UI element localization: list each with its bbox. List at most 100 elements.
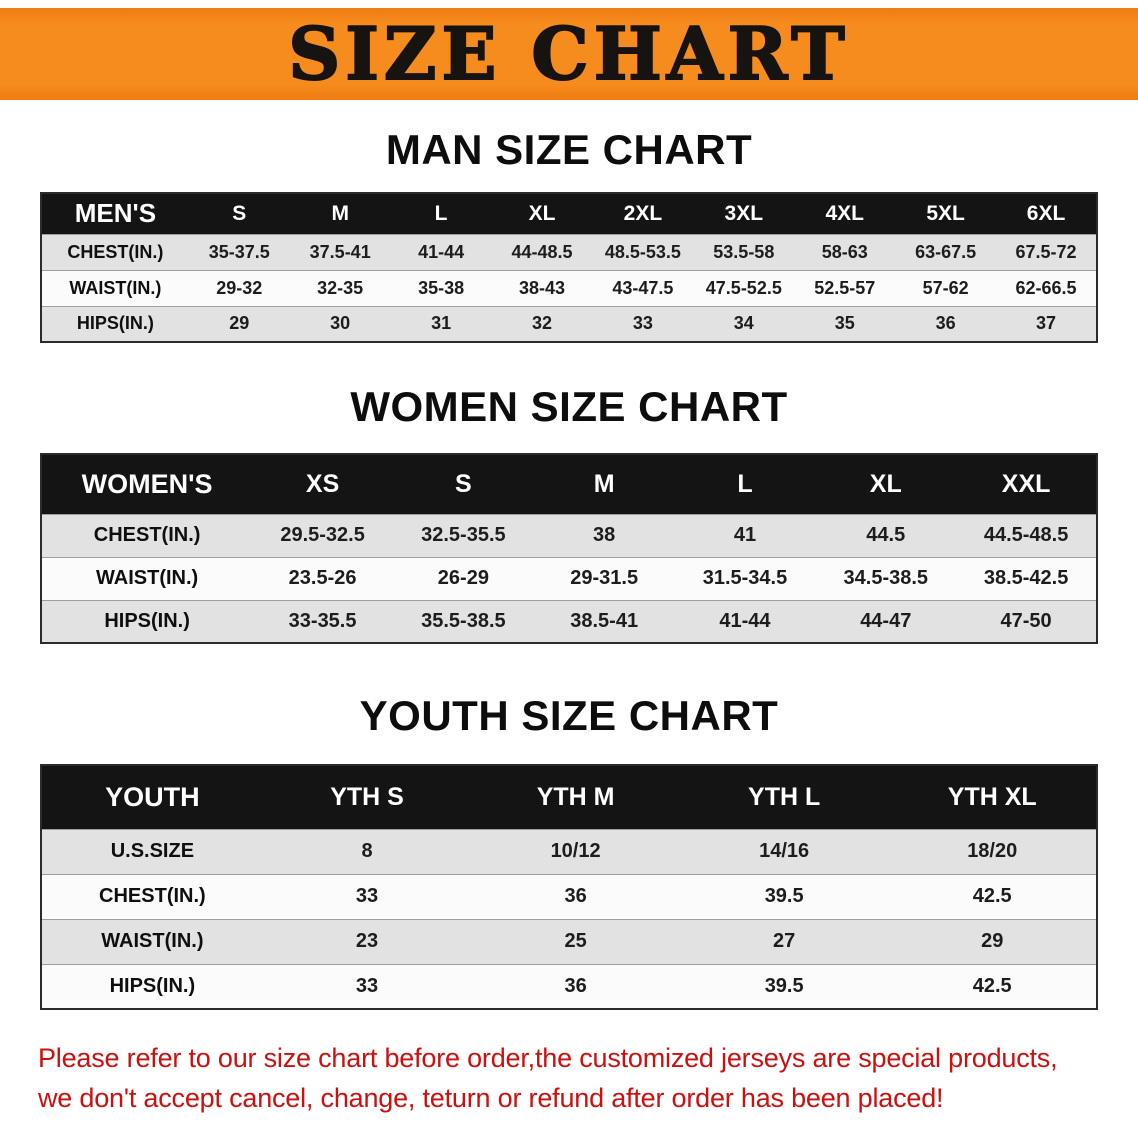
size-header-cell: S [188,193,290,234]
men-section: MAN SIZE CHART MEN'S S M L XL 2XL 3XL 4XL 5XL 6XL… [0,126,1138,343]
value-cell: 48.5-53.5 [592,233,694,270]
size-header-cell: YTH M [471,765,680,829]
value-cell: 33 [262,873,472,919]
value-cell: 41 [674,513,816,557]
value-cell: 31 [390,305,492,342]
women-heading: WOMEN SIZE CHART [350,383,788,430]
value-cell: 29-32 [188,269,290,306]
value-cell: 35 [794,305,896,342]
value-cell: 47-50 [956,599,1097,643]
table-row: HIPS(IN.) 29 30 31 32 33 34 35 36 37 [41,305,1097,342]
footer-notice: Please refer to our size chart before or… [0,1038,1138,1118]
row-label-cell: U.S.SIZE [41,828,263,874]
value-cell: 10/12 [471,828,680,874]
value-cell: 67.5-72 [996,233,1097,270]
women-size-table: WOMEN'S XS S M L XL XXL CHEST(IN.) 29.5-32.5 32.5… [40,453,1098,644]
table-row: WAIST(IN.) 23.5-26 26-29 29-31.5 31.5-34.5 34… [41,556,1097,600]
row-label-cell: WAIST(IN.) [41,269,189,306]
size-header-cell: XL [491,193,593,234]
value-cell: 42.5 [888,873,1097,919]
value-cell: 32 [491,305,593,342]
value-cell: 35-37.5 [188,233,290,270]
value-cell: 35.5-38.5 [392,599,534,643]
table-row: CHEST(IN.) 29.5-32.5 32.5-35.5 38 41 44.5 44.5… [41,513,1097,557]
notice-line-2: we don't accept cancel, change, teturn o… [38,1083,944,1113]
value-cell: 23.5-26 [252,556,393,600]
value-cell: 36 [471,963,680,1009]
value-cell: 34.5-38.5 [815,556,957,600]
value-cell: 44-47 [815,599,957,643]
value-cell: 38 [533,513,675,557]
size-header-cell: M [533,454,675,514]
page-title: SIZE CHART [287,11,850,96]
men-size-table: MEN'S S M L XL 2XL 3XL 4XL 5XL 6XL CHEST(IN.) 35-37… [40,192,1098,343]
size-header-cell: 3XL [693,193,795,234]
size-header-cell: L [674,454,816,514]
table-row: WAIST(IN.) 29-32 32-35 35-38 38-43 43-47.5 47.… [41,269,1097,306]
size-header-cell: M [289,193,391,234]
value-cell: 36 [895,305,997,342]
value-cell: 31.5-34.5 [674,556,816,600]
value-cell: 37 [996,305,1097,342]
size-header-cell: 4XL [794,193,896,234]
banner: SIZE CHART [0,8,1138,100]
value-cell: 41-44 [674,599,816,643]
value-cell: 38.5-42.5 [956,556,1097,600]
size-header-cell: 6XL [996,193,1097,234]
value-cell: 44.5-48.5 [956,513,1097,557]
row-label-cell: WAIST(IN.) [41,918,263,964]
value-cell: 57-62 [895,269,997,306]
table-header-row: YOUTH YTH S YTH M YTH L YTH XL [41,765,1097,829]
row-label-cell: CHEST(IN.) [41,873,263,919]
table-header-row: WOMEN'S XS S M L XL XXL [41,454,1097,514]
table-row: CHEST(IN.) 35-37.5 37.5-41 41-44 44-48.5 48.5… [41,233,1097,270]
value-cell: 43-47.5 [592,269,694,306]
row-label-cell: CHEST(IN.) [41,233,189,270]
value-cell: 47.5-52.5 [693,269,795,306]
value-cell: 32-35 [289,269,391,306]
table-title-cell: YOUTH [41,765,263,829]
value-cell: 41-44 [390,233,492,270]
value-cell: 63-67.5 [895,233,997,270]
value-cell: 44.5 [815,513,957,557]
table-title-cell: WOMEN'S [41,454,253,514]
table-header-row: MEN'S S M L XL 2XL 3XL 4XL 5XL 6XL [41,193,1097,234]
row-label-cell: HIPS(IN.) [41,599,253,643]
value-cell: 52.5-57 [794,269,896,306]
row-label-cell: HIPS(IN.) [41,305,189,342]
youth-section: YOUTH SIZE CHART YOUTH YTH S YTH M YTH L YTH… [0,692,1138,1010]
value-cell: 18/20 [888,828,1097,874]
value-cell: 30 [289,305,391,342]
size-header-cell: YTH L [679,765,889,829]
value-cell: 62-66.5 [996,269,1097,306]
value-cell: 53.5-58 [693,233,795,270]
value-cell: 33 [262,963,472,1009]
table-row: U.S.SIZE 8 10/12 14/16 18/20 [41,828,1097,874]
table-row: HIPS(IN.) 33-35.5 35.5-38.5 38.5-41 41-44 44-… [41,599,1097,643]
row-label-cell: CHEST(IN.) [41,513,253,557]
value-cell: 38.5-41 [533,599,675,643]
table-row: HIPS(IN.) 33 36 39.5 42.5 [41,963,1097,1009]
value-cell: 29 [188,305,290,342]
size-header-cell: YTH XL [888,765,1097,829]
value-cell: 37.5-41 [289,233,391,270]
value-cell: 33 [592,305,694,342]
notice-line-1: Please refer to our size chart before or… [38,1043,1058,1073]
value-cell: 26-29 [392,556,534,600]
value-cell: 44-48.5 [491,233,593,270]
size-header-cell: 5XL [895,193,997,234]
value-cell: 33-35.5 [252,599,393,643]
value-cell: 23 [262,918,472,964]
youth-heading: YOUTH SIZE CHART [359,692,779,739]
value-cell: 39.5 [679,873,889,919]
value-cell: 58-63 [794,233,896,270]
value-cell: 29 [888,918,1097,964]
table-row: CHEST(IN.) 33 36 39.5 42.5 [41,873,1097,919]
size-header-cell: 2XL [592,193,694,234]
value-cell: 29-31.5 [533,556,675,600]
size-header-cell: XXL [956,454,1097,514]
size-header-cell: S [392,454,534,514]
value-cell: 39.5 [679,963,889,1009]
table-title-cell: MEN'S [41,193,189,234]
